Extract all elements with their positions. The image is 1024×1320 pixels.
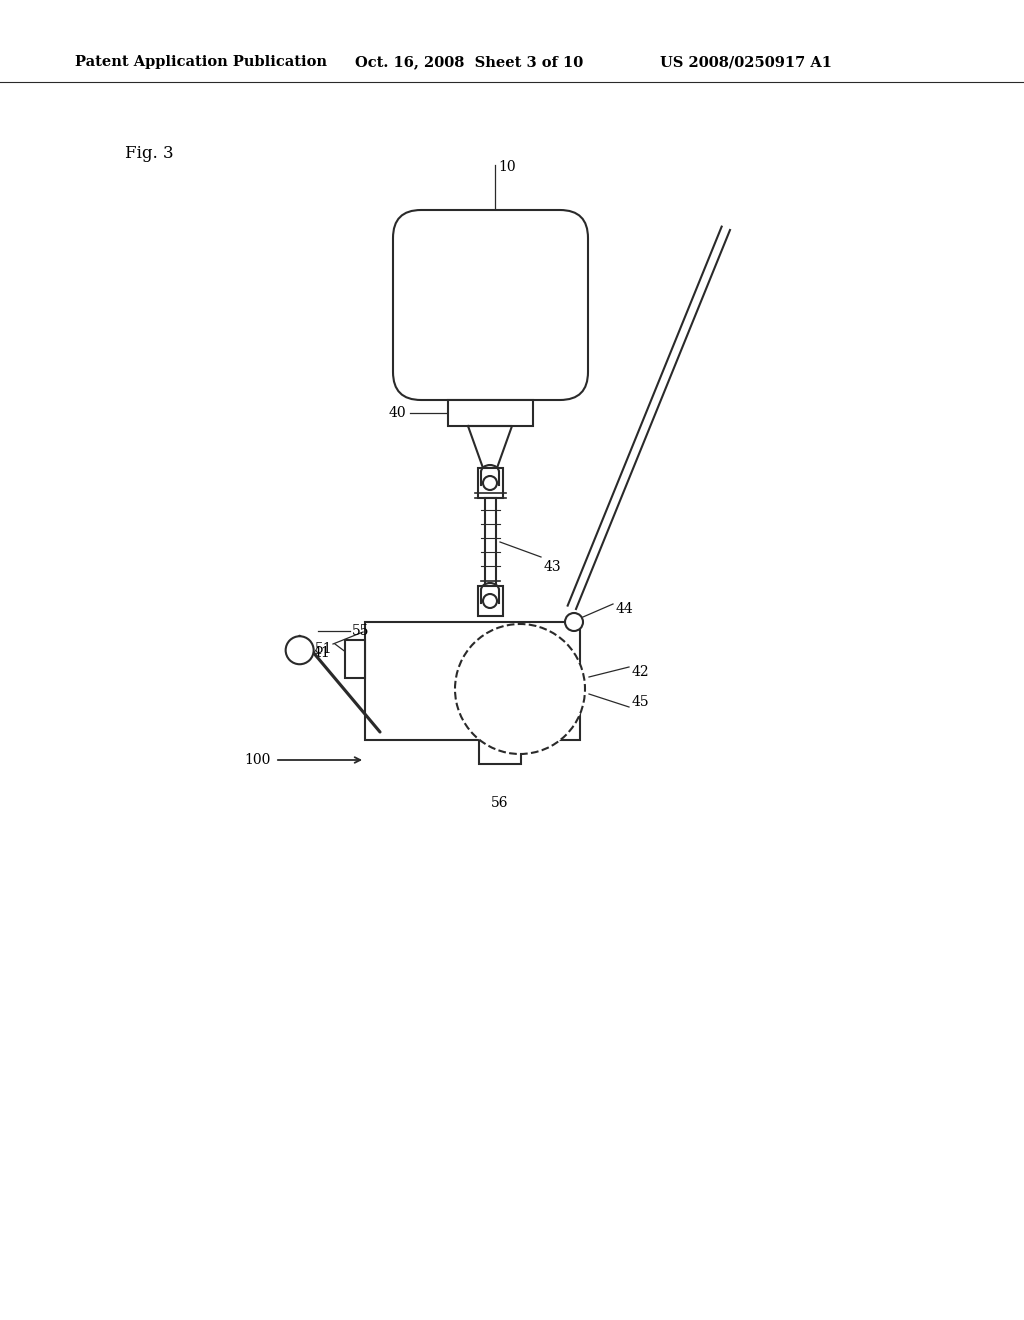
Text: 56: 56: [492, 796, 509, 810]
Circle shape: [286, 636, 313, 664]
Bar: [478, 469, 503, 498]
Bar: [479, 741, 521, 764]
Text: 41: 41: [312, 645, 330, 660]
Circle shape: [483, 477, 497, 490]
Text: 44: 44: [616, 602, 634, 616]
Circle shape: [565, 612, 583, 631]
Bar: [485, 498, 496, 586]
Text: 45: 45: [632, 696, 649, 709]
Bar: [345, 640, 365, 678]
FancyBboxPatch shape: [393, 210, 588, 400]
Polygon shape: [468, 426, 512, 469]
Text: 40: 40: [388, 407, 406, 420]
Bar: [365, 622, 580, 741]
Text: Oct. 16, 2008  Sheet 3 of 10: Oct. 16, 2008 Sheet 3 of 10: [355, 55, 584, 69]
Text: 55: 55: [351, 624, 369, 639]
Text: 43: 43: [544, 560, 561, 574]
Text: 42: 42: [632, 665, 649, 678]
Circle shape: [483, 594, 497, 609]
Text: 51: 51: [315, 642, 333, 656]
Text: Patent Application Publication: Patent Application Publication: [75, 55, 327, 69]
Text: US 2008/0250917 A1: US 2008/0250917 A1: [660, 55, 831, 69]
Text: 100: 100: [245, 752, 271, 767]
Text: Fig. 3: Fig. 3: [125, 145, 174, 162]
Bar: [449, 400, 534, 426]
Circle shape: [455, 624, 585, 754]
Bar: [478, 586, 503, 616]
Text: 10: 10: [498, 160, 516, 174]
